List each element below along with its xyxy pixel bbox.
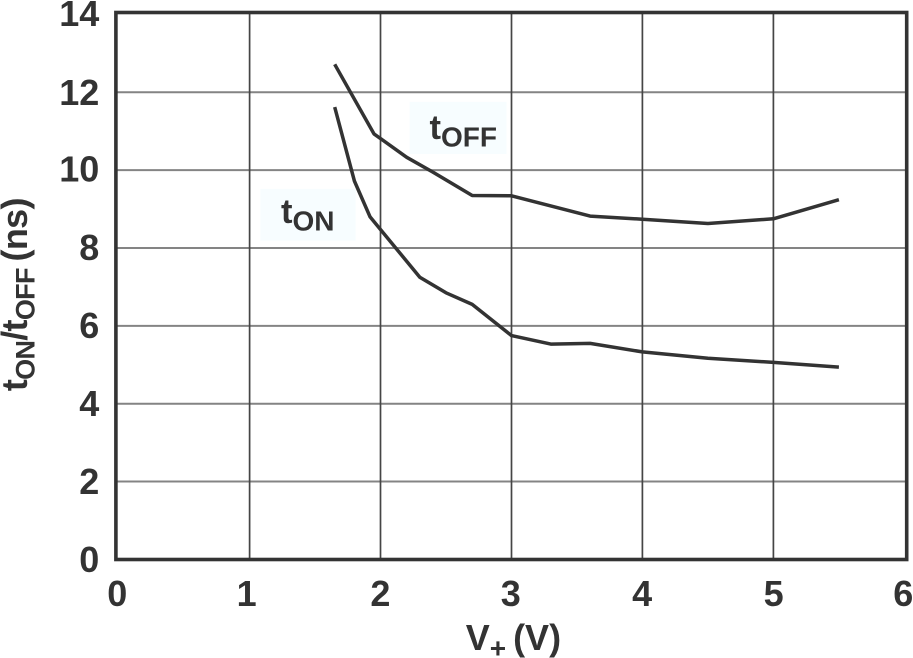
svg-text:4: 4 (632, 573, 652, 614)
svg-text:5: 5 (764, 573, 784, 614)
svg-text:3: 3 (501, 573, 521, 614)
svg-text:12: 12 (59, 72, 99, 113)
svg-text:6: 6 (893, 573, 913, 614)
svg-text:0: 0 (107, 573, 127, 614)
svg-text:1: 1 (237, 573, 257, 614)
svg-text:V+ (V): V+ (V) (466, 617, 561, 658)
svg-text:0: 0 (79, 539, 99, 580)
svg-text:8: 8 (79, 227, 99, 268)
svg-text:2: 2 (79, 461, 99, 502)
svg-text:6: 6 (79, 305, 99, 346)
svg-text:2: 2 (370, 573, 390, 614)
svg-text:14: 14 (59, 0, 99, 34)
svg-text:10: 10 (59, 148, 99, 189)
svg-text:4: 4 (79, 383, 99, 424)
svg-text:tON/tOFF (ns): tON/tOFF (ns) (0, 198, 40, 391)
